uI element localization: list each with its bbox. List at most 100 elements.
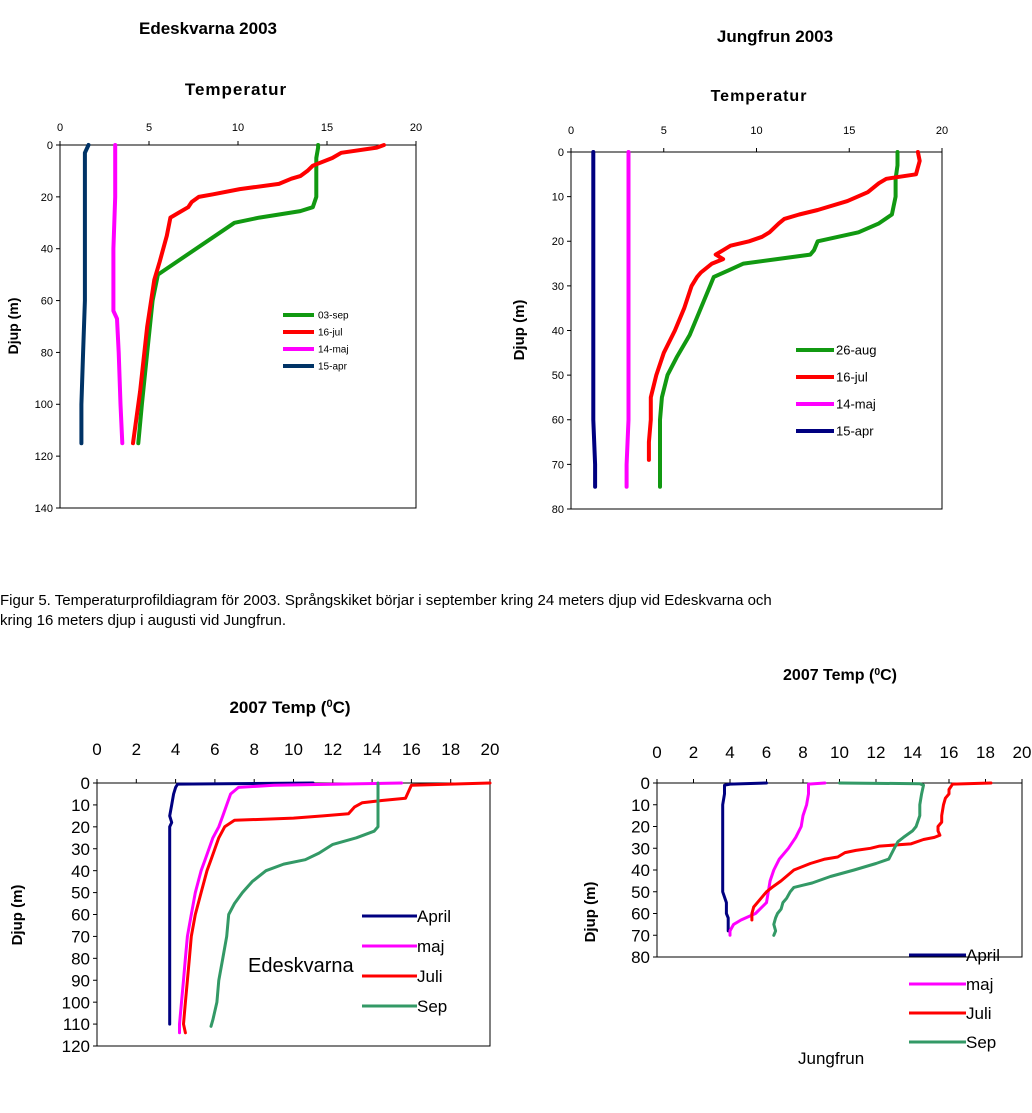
- y-tick-label: 10: [71, 796, 90, 815]
- legend-label: 03-sep: [318, 311, 349, 322]
- legend-label: Sep: [966, 1033, 996, 1052]
- series-line-Sep: [772, 781, 925, 937]
- y-tick-label: 0: [558, 147, 564, 159]
- chart-1: Edeskvarna 2003 Temperatur 0 5 10 15 20 0 20 40 60…: [5, 19, 422, 515]
- x-tick-label: 12: [323, 740, 342, 759]
- y-tick-label: 40: [41, 244, 53, 256]
- series-line-14-maj: [624, 150, 631, 489]
- series-line-Juli: [182, 781, 492, 1035]
- y-tick-label: 50: [631, 883, 650, 902]
- y-tick-label: 20: [631, 818, 650, 837]
- series-line-14-maj: [111, 143, 125, 446]
- y-tick-label: 0: [641, 774, 650, 793]
- chart-title: 2007 Temp (0C): [783, 667, 897, 685]
- y-tick-label: 110: [63, 1015, 90, 1034]
- legend-label: April: [966, 946, 1000, 965]
- chart-title: 2007 Temp (0C): [229, 698, 350, 717]
- x-tick-label: 4: [171, 740, 180, 759]
- legend-label: 16-jul: [318, 328, 342, 339]
- chart-subtitle: Temperatur: [711, 88, 808, 105]
- x-tick-label: 15: [843, 125, 855, 137]
- y-tick-label: 50: [552, 370, 564, 382]
- chart-4: 2007 Temp (0C) 0 2 4 6 8 10 12 14 16 18 20 0 10 20 30 40…: [582, 667, 1031, 1069]
- y-tick-label: 140: [35, 503, 53, 515]
- y-axis-label: Djup (m): [5, 298, 21, 355]
- x-tick-label: 15: [321, 122, 333, 134]
- y-tick-label: 20: [71, 818, 90, 837]
- figure-caption: Figur 5. Temperaturprofildiagram för 200…: [0, 592, 772, 629]
- series-line-maj: [728, 781, 827, 937]
- y-tick-label: 10: [552, 192, 564, 204]
- y-tick-label: 60: [41, 296, 53, 308]
- x-tick-label: 2: [132, 740, 141, 759]
- x-tick-label: 5: [146, 122, 152, 134]
- series-line-Juli: [750, 781, 993, 922]
- x-tick-label: 10: [830, 743, 849, 762]
- y-tick-label: 120: [35, 451, 53, 463]
- x-tick-label: 10: [284, 740, 303, 759]
- y-tick-label: 50: [71, 884, 90, 903]
- legend-label: maj: [966, 975, 993, 994]
- legend-label: Juli: [966, 1004, 992, 1023]
- x-tick-label: 8: [798, 743, 807, 762]
- series-line-Sep: [209, 781, 380, 1028]
- y-tick-label: 70: [631, 926, 650, 945]
- chart-annotation: Edeskvarna: [248, 955, 354, 977]
- y-tick-label: 0: [81, 774, 90, 793]
- y-tick-label: 20: [552, 236, 564, 248]
- legend-label: 14-maj: [318, 345, 349, 356]
- y-tick-label: 30: [552, 281, 564, 293]
- plot-area: [656, 782, 1023, 958]
- y-tick-label: 90: [71, 971, 90, 990]
- x-tick-label: 14: [903, 743, 922, 762]
- x-tick-label: 6: [210, 740, 219, 759]
- chart-title: Jungfrun 2003: [717, 27, 833, 46]
- x-tick-label: 0: [92, 740, 101, 759]
- legend-label: April: [417, 907, 451, 926]
- y-tick-label: 40: [552, 325, 564, 337]
- x-tick-label: 20: [936, 125, 948, 137]
- series-line-maj: [178, 781, 404, 1035]
- y-tick-label: 30: [71, 840, 90, 859]
- chart-2: Jungfrun 2003 Temperatur 0 5 10 15 20 0 10 20 30 40…: [511, 27, 948, 516]
- chart-subtitle: Temperatur: [185, 80, 287, 99]
- y-tick-label: 80: [41, 347, 53, 359]
- y-tick-label: 0: [47, 140, 53, 152]
- y-tick-label: 10: [631, 796, 650, 815]
- x-tick-label: 0: [57, 122, 63, 134]
- x-tick-label: 20: [481, 740, 500, 759]
- series-line-15-apr: [79, 143, 91, 446]
- x-tick-label: 6: [762, 743, 771, 762]
- series-line-26-aug: [658, 150, 900, 489]
- x-tick-label: 16: [402, 740, 421, 759]
- y-tick-label: 60: [552, 415, 564, 427]
- y-tick-label: 20: [41, 192, 53, 204]
- chart-3: 2007 Temp (0C) 0 2 4 6 8 10 12 14 16 18 20 0 10 20 30 40…: [9, 698, 499, 1056]
- series-line-April: [721, 781, 768, 933]
- y-tick-label: 40: [71, 862, 90, 881]
- x-tick-label: 18: [976, 743, 995, 762]
- y-tick-label: 100: [62, 993, 90, 1012]
- legend-label: maj: [417, 937, 444, 956]
- legend-label: 15-apr: [836, 424, 874, 439]
- x-tick-label: 10: [232, 122, 244, 134]
- chart-annotation: Jungfrun: [798, 1049, 864, 1068]
- y-axis-label: Djup (m): [511, 300, 528, 361]
- y-tick-label: 100: [35, 399, 53, 411]
- legend-label: Juli: [417, 967, 443, 986]
- chart-title: Edeskvarna 2003: [139, 19, 277, 38]
- y-tick-label: 80: [631, 948, 650, 967]
- y-tick-label: 70: [552, 459, 564, 471]
- x-tick-label: 16: [940, 743, 959, 762]
- y-tick-label: 80: [552, 504, 564, 516]
- y-tick-label: 60: [631, 905, 650, 924]
- legend-label: 14-maj: [836, 397, 876, 412]
- x-tick-label: 0: [568, 125, 574, 137]
- x-tick-label: 12: [867, 743, 886, 762]
- x-tick-label: 4: [725, 743, 734, 762]
- legend-label: Sep: [417, 997, 447, 1016]
- x-tick-label: 10: [750, 125, 762, 137]
- y-tick-label: 120: [62, 1037, 90, 1056]
- x-tick-label: 14: [363, 740, 382, 759]
- x-tick-label: 18: [441, 740, 460, 759]
